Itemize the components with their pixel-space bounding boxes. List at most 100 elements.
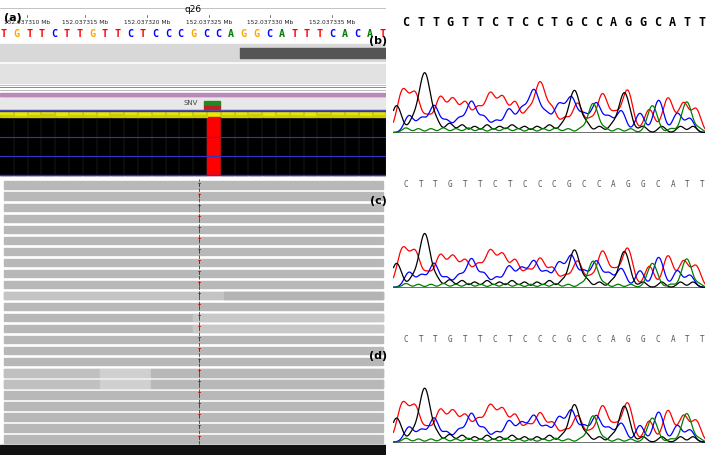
Bar bbox=[14, 117, 27, 175]
Bar bbox=[55, 116, 69, 117]
Text: C: C bbox=[536, 16, 543, 30]
Bar bbox=[204, 101, 220, 106]
Text: G: G bbox=[626, 180, 630, 189]
Bar bbox=[28, 117, 41, 175]
Bar bbox=[180, 116, 193, 117]
Bar bbox=[4, 292, 383, 299]
Bar bbox=[14, 116, 27, 117]
Text: T: T bbox=[417, 16, 425, 30]
Bar bbox=[4, 314, 383, 321]
Bar bbox=[373, 115, 386, 117]
Text: T: T bbox=[476, 16, 484, 30]
Bar bbox=[4, 391, 383, 399]
Bar bbox=[345, 115, 359, 117]
Bar bbox=[194, 117, 206, 175]
Text: T: T bbox=[197, 370, 201, 375]
Bar bbox=[97, 117, 110, 175]
Text: A: A bbox=[671, 180, 675, 189]
Text: A: A bbox=[228, 29, 234, 39]
Text: q26: q26 bbox=[184, 5, 202, 15]
Text: G: G bbox=[641, 335, 645, 344]
Bar bbox=[152, 115, 165, 117]
Bar bbox=[4, 303, 383, 310]
Bar bbox=[249, 114, 262, 117]
Text: T: T bbox=[551, 16, 558, 30]
Text: T: T bbox=[77, 29, 83, 39]
Bar bbox=[4, 369, 383, 377]
Bar bbox=[0, 98, 386, 109]
Bar bbox=[221, 117, 234, 175]
Text: T: T bbox=[291, 29, 297, 39]
Text: C: C bbox=[596, 180, 601, 189]
Text: C: C bbox=[656, 180, 660, 189]
Text: G: G bbox=[626, 335, 630, 344]
Text: C: C bbox=[654, 16, 661, 30]
Text: A: A bbox=[367, 29, 373, 39]
Text: T: T bbox=[197, 249, 201, 254]
Text: T: T bbox=[197, 293, 201, 298]
Text: C: C bbox=[491, 16, 498, 30]
Text: T: T bbox=[197, 205, 201, 210]
Text: (a): (a) bbox=[4, 13, 21, 23]
Bar bbox=[204, 106, 220, 109]
Bar bbox=[138, 117, 152, 175]
Bar bbox=[4, 325, 383, 332]
Text: T: T bbox=[433, 335, 438, 344]
Text: T: T bbox=[197, 436, 201, 441]
Text: T: T bbox=[102, 29, 108, 39]
Text: T: T bbox=[463, 180, 467, 189]
Text: (d): (d) bbox=[369, 351, 387, 361]
Bar bbox=[4, 192, 383, 200]
Bar bbox=[69, 115, 82, 117]
Bar bbox=[4, 226, 383, 233]
Text: 152.037315 Mb: 152.037315 Mb bbox=[62, 20, 108, 25]
Text: C: C bbox=[127, 29, 133, 39]
Bar bbox=[4, 215, 383, 222]
Text: G: G bbox=[190, 29, 196, 39]
Text: C: C bbox=[266, 29, 272, 39]
Bar bbox=[4, 281, 383, 288]
Bar bbox=[262, 116, 276, 117]
Text: C: C bbox=[493, 335, 497, 344]
Bar bbox=[304, 116, 317, 117]
Bar bbox=[290, 115, 303, 117]
Text: T: T bbox=[685, 335, 690, 344]
Text: T: T bbox=[316, 29, 323, 39]
Text: T: T bbox=[197, 348, 201, 353]
Text: T: T bbox=[197, 404, 201, 408]
Bar bbox=[55, 117, 69, 175]
Text: (c): (c) bbox=[370, 196, 387, 206]
Bar bbox=[359, 117, 372, 175]
Bar bbox=[125, 117, 138, 175]
Text: G: G bbox=[641, 180, 645, 189]
Bar bbox=[0, 93, 386, 96]
Bar bbox=[0, 64, 386, 83]
Text: 152.037330 Mb: 152.037330 Mb bbox=[247, 20, 294, 25]
Bar bbox=[1, 115, 13, 117]
Bar bbox=[101, 380, 151, 388]
Bar bbox=[4, 292, 383, 299]
Text: T: T bbox=[64, 29, 70, 39]
Text: T: T bbox=[684, 16, 691, 30]
Bar bbox=[262, 117, 276, 175]
Bar bbox=[208, 117, 220, 175]
Text: C: C bbox=[552, 335, 557, 344]
Text: T: T bbox=[462, 16, 469, 30]
Bar bbox=[4, 182, 383, 189]
Text: T: T bbox=[197, 381, 201, 386]
Bar bbox=[4, 336, 383, 344]
Text: C: C bbox=[537, 180, 542, 189]
Text: T: T bbox=[114, 29, 121, 39]
Text: C: C bbox=[152, 29, 158, 39]
Text: T: T bbox=[418, 180, 423, 189]
Bar bbox=[83, 117, 96, 175]
Bar bbox=[318, 117, 331, 175]
Bar bbox=[359, 116, 372, 117]
Bar bbox=[42, 114, 55, 117]
Text: C: C bbox=[165, 29, 171, 39]
Bar bbox=[4, 380, 383, 388]
Text: T: T bbox=[463, 335, 467, 344]
Bar bbox=[138, 116, 152, 117]
Bar bbox=[332, 117, 345, 175]
Text: G: G bbox=[566, 180, 571, 189]
